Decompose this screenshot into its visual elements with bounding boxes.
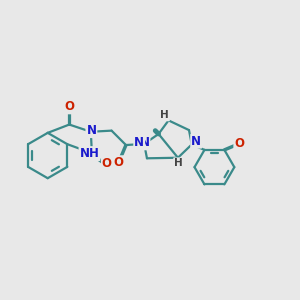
Text: O: O bbox=[64, 100, 74, 113]
Text: O: O bbox=[102, 157, 112, 170]
Text: O: O bbox=[114, 156, 124, 169]
Text: H: H bbox=[160, 110, 169, 120]
Text: NH: NH bbox=[80, 147, 99, 160]
Text: H: H bbox=[174, 158, 183, 168]
Text: N: N bbox=[134, 136, 144, 149]
Text: O: O bbox=[234, 137, 244, 150]
Text: N: N bbox=[191, 135, 201, 148]
Text: N: N bbox=[140, 136, 149, 149]
Text: N: N bbox=[86, 124, 96, 137]
